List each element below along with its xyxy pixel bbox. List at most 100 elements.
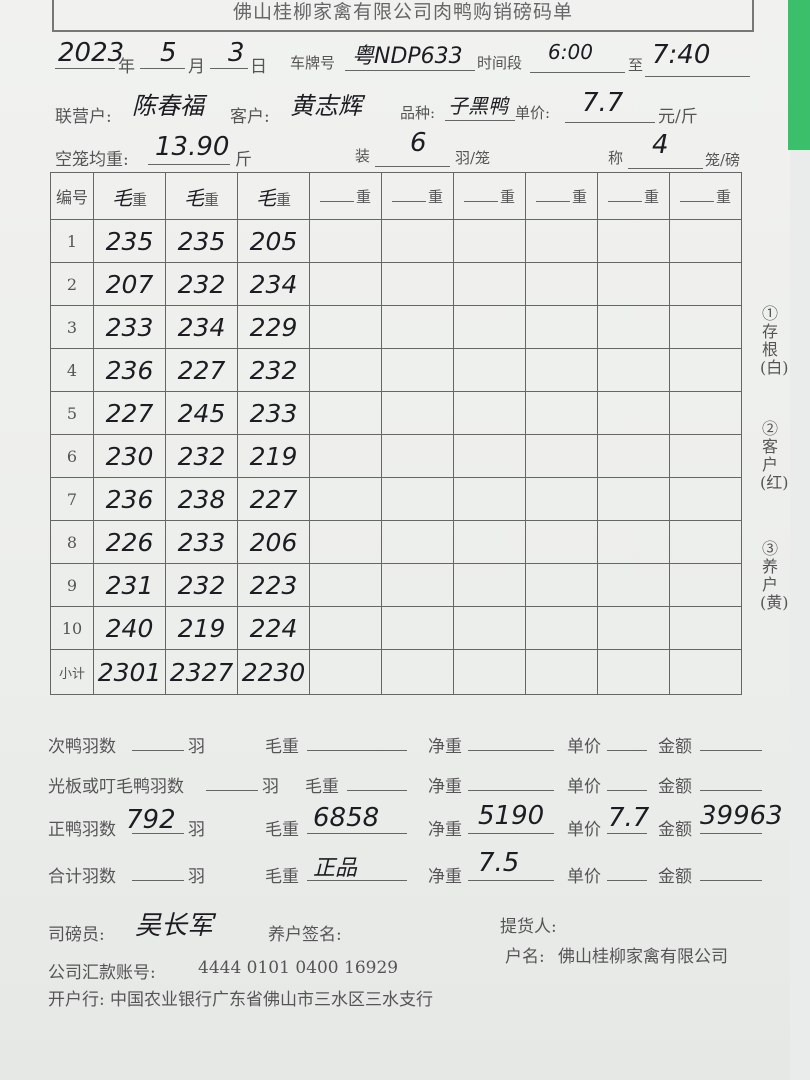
empty-cell — [525, 606, 598, 650]
empty-cell — [597, 348, 670, 392]
row-number: 6 — [50, 434, 94, 478]
summary-net-label: 净重 — [428, 737, 462, 757]
partner-value: 陈春福 — [132, 92, 204, 120]
summary-net-label: 净重 — [428, 867, 462, 887]
table-row: 4 236 227 232 — [50, 348, 742, 392]
empty-cell — [309, 391, 382, 435]
weight-cell: 233 — [93, 305, 166, 349]
weight-cell: 235 — [93, 219, 166, 263]
empty-cell — [381, 606, 454, 650]
weight-cell: 232 — [165, 434, 238, 478]
row-number: 3 — [50, 305, 94, 349]
column-header: 毛重 — [237, 172, 310, 220]
empty-cell — [525, 305, 598, 349]
empty-cell — [525, 348, 598, 392]
time-label: 时间段 — [477, 54, 523, 72]
weight-cell: 205 — [237, 219, 310, 263]
summary-amount-label: 金额 — [658, 777, 692, 797]
empty-cell — [453, 649, 526, 695]
time-to: 7:40 — [652, 40, 711, 70]
empty-cell — [309, 477, 382, 521]
weight-cell: 219 — [165, 606, 238, 650]
column-header: 重 — [453, 172, 526, 220]
row-number: 2 — [50, 262, 94, 306]
row-number: 7 — [50, 477, 94, 521]
breed-value: 子黑鸭 — [448, 94, 508, 118]
empty-cell — [597, 520, 670, 564]
weight-cell: 230 — [93, 434, 166, 478]
row-number: 9 — [50, 563, 94, 607]
empty-cell — [669, 391, 742, 435]
load-unit: 羽/笼 — [455, 149, 491, 167]
weight-cell: 236 — [93, 348, 166, 392]
summary-unit: 羽 — [188, 820, 205, 840]
account-label: 公司汇款账号: — [48, 963, 156, 983]
empty-cell — [453, 477, 526, 521]
row-number: 10 — [50, 606, 94, 650]
empty-cell — [597, 219, 670, 263]
weight-cell: 234 — [165, 305, 238, 349]
plate-label: 车牌号 — [290, 54, 336, 72]
subtotal-cell: 2230 — [237, 649, 310, 695]
table-row: 3 233 234 229 — [50, 305, 742, 349]
subtotal-cell: 2301 — [93, 649, 166, 695]
weight-cell: 240 — [93, 606, 166, 650]
empty-cell — [381, 219, 454, 263]
weight-cell: 235 — [165, 219, 238, 263]
copy-note-2: ②客户(红) — [760, 419, 789, 492]
empty-cell — [669, 563, 742, 607]
column-header: 重 — [525, 172, 598, 220]
empty-cell — [597, 649, 670, 695]
summary-net-label: 净重 — [428, 777, 462, 797]
bank-label: 开户行: — [48, 990, 105, 1010]
customer-value: 黄志辉 — [290, 92, 362, 120]
weight-cell: 227 — [237, 477, 310, 521]
empty-cell — [597, 477, 670, 521]
column-header: 重 — [597, 172, 670, 220]
summary-count: 792 — [126, 805, 176, 835]
table-row: 1 235 235 205 — [50, 219, 742, 263]
empty-cell — [597, 606, 670, 650]
summary-amount-label: 金额 — [658, 867, 692, 887]
weigh-value: 4 — [652, 130, 669, 160]
table-row: 5 227 245 233 — [50, 391, 742, 435]
weight-cell: 232 — [237, 348, 310, 392]
row-number: 1 — [50, 219, 94, 263]
summary-gross-label: 毛重 — [265, 820, 299, 840]
column-header: 重 — [381, 172, 454, 220]
summary-amount-label: 金额 — [658, 737, 692, 757]
empty-cell — [309, 563, 382, 607]
weight-table: 编号 毛重 毛重 毛重重重重重重重 1 235 235 205 2 207 232 234 3 233 23… — [50, 172, 742, 695]
empty-cell — [453, 563, 526, 607]
empty-cell — [309, 520, 382, 564]
column-header: 毛重 — [165, 172, 238, 220]
empty-cell — [597, 305, 670, 349]
table-row: 6 230 232 219 — [50, 434, 742, 478]
weigher-signature: 吴长军 — [135, 911, 214, 941]
year-label: 年 — [118, 57, 135, 77]
price-label: 单价: — [515, 104, 551, 122]
column-header: 重 — [309, 172, 382, 220]
empty-cell — [597, 262, 670, 306]
day-label: 日 — [250, 57, 267, 77]
background-edge — [788, 0, 810, 150]
summary-unit: 羽 — [262, 777, 279, 797]
summary-price-label: 单价 — [567, 737, 601, 757]
empty-cell — [309, 606, 382, 650]
to-label: 至 — [628, 56, 644, 74]
account-name: 佛山桂柳家禽有限公司 — [558, 947, 728, 967]
column-header: 毛重 — [93, 172, 166, 220]
empty-cell — [597, 434, 670, 478]
empty-cell — [669, 348, 742, 392]
subtotal-row: 小计 2301 2327 2230 — [50, 649, 742, 695]
summary-amount-label: 金额 — [658, 820, 692, 840]
weight-cell: 223 — [237, 563, 310, 607]
summary-gross-label: 毛重 — [265, 867, 299, 887]
table-row: 2 207 232 234 — [50, 262, 742, 306]
summary-count-label: 正鸭羽数 — [48, 820, 116, 840]
empty-cell — [453, 348, 526, 392]
empty-cell — [597, 563, 670, 607]
empty-cell — [453, 434, 526, 478]
subtotal-cell: 2327 — [165, 649, 238, 695]
empty-cell — [453, 305, 526, 349]
